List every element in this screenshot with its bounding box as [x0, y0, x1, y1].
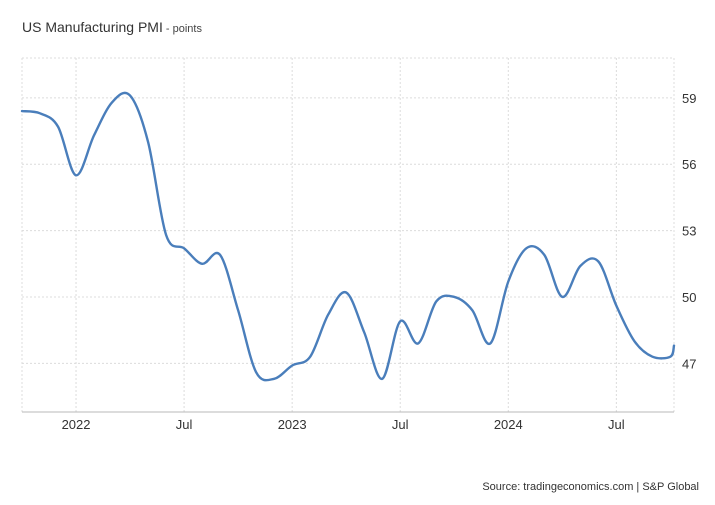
- x-axis-ticks: 2022 Jul 2023 Jul 2024 Jul: [62, 417, 625, 432]
- x-tick-label: Jul: [176, 417, 193, 432]
- x-tick-label: Jul: [608, 417, 625, 432]
- y-tick-label: 59: [682, 91, 696, 106]
- chart-title-text: US Manufacturing PMI: [22, 19, 163, 35]
- x-tick-label: 2022: [62, 417, 91, 432]
- y-axis-ticks: 47 50 53 56 59: [682, 91, 696, 372]
- series-line: [20, 91, 676, 382]
- chart-title: US Manufacturing PMI - points: [22, 19, 202, 35]
- source-note: Source: tradingeconomics.com | S&P Globa…: [482, 481, 699, 493]
- y-tick-label: 53: [682, 224, 696, 239]
- y-tick-label: 56: [682, 157, 696, 172]
- x-tick-label: Jul: [392, 417, 409, 432]
- chart-unit: - points: [162, 23, 202, 35]
- y-tick-label: 47: [682, 356, 696, 371]
- y-tick-label: 50: [682, 290, 696, 305]
- x-tick-label: 2024: [494, 417, 523, 432]
- x-tick-label: 2023: [278, 417, 307, 432]
- line-chart: 2022 Jul 2023 Jul 2024 Jul 47 50 53 56 59: [20, 57, 696, 432]
- grid-lines: [21, 57, 675, 412]
